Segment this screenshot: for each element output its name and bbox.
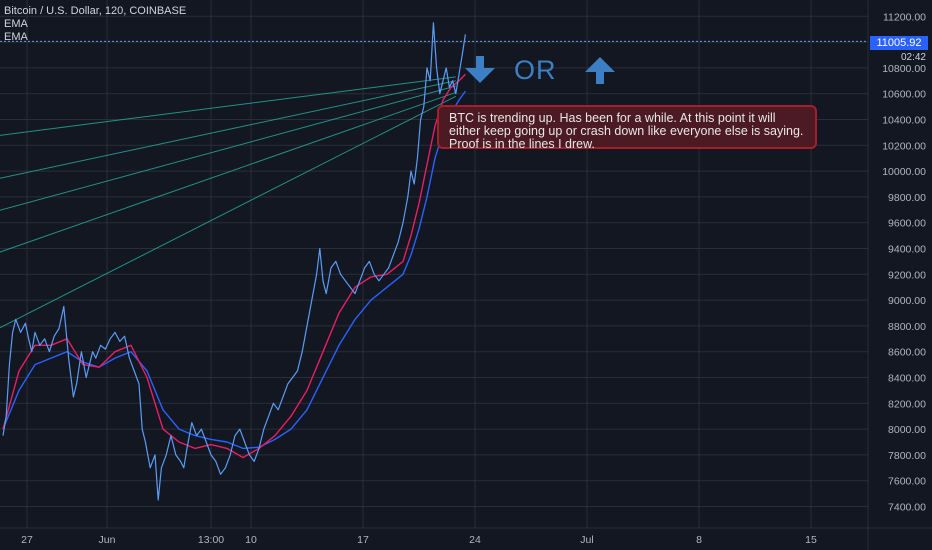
y-tick-label: 11200.00 [883,11,926,23]
fan-line [0,80,456,179]
y-tick-label: 10400.00 [882,115,926,127]
fan-line [0,95,457,329]
trend-fan-lines [0,76,457,329]
or-label: OR [514,55,557,85]
y-tick-label: 10000.00 [882,166,926,178]
y-tick-label: 9200.00 [888,269,926,281]
bar-countdown: 02:42 [876,51,928,64]
y-tick-label: 8400.00 [888,373,926,385]
chart-legend: Bitcoin / U.S. Dollar, 120, COINBASE EMA… [4,5,186,44]
fan-line [0,76,456,136]
y-tick-label: 9600.00 [888,218,926,230]
y-tick-label: 10600.00 [882,89,926,101]
y-tick-label: 8200.00 [888,398,926,410]
fan-line [0,91,456,253]
x-tick-label: 24 [469,534,481,546]
ema-fast-label[interactable]: EMA [4,18,28,30]
x-tick-label: 27 [21,534,33,546]
x-tick-label: 13:00 [198,534,224,546]
fan-line [0,85,456,211]
ema-slow-label[interactable]: EMA [4,31,28,43]
time-axis[interactable]: 27 Jun 13:00 10 17 24 Jul 8 15 [21,534,817,546]
y-tick-label: 10200.00 [882,140,926,152]
x-tick-label: Jun [99,534,116,546]
x-tick-label: Jul [580,534,593,546]
x-tick-label: 8 [696,534,702,546]
y-tick-label: 9800.00 [888,192,926,204]
y-tick-label: 9000.00 [888,295,926,307]
arrow-up-icon [585,57,615,84]
ema-fast-line [2,73,466,459]
y-tick-label: 7400.00 [888,502,926,514]
arrow-down-icon [465,56,495,83]
y-tick-label: 8800.00 [888,321,926,333]
y-tick-label: 7800.00 [888,450,926,462]
chart-series [2,22,466,501]
x-tick-label: 17 [357,534,369,546]
x-tick-label: 15 [805,534,817,546]
y-tick-label: 10800.00 [882,63,926,75]
price-axis[interactable]: 7400.00 7600.00 7800.00 8000.00 8200.00 8400.… [882,11,926,513]
symbol-title[interactable]: Bitcoin / U.S. Dollar, 120, COINBASE [4,5,187,17]
y-tick-label: 7600.00 [888,476,926,488]
annotation-callout[interactable]: BTC is trending up. Has been for a while… [437,105,817,151]
ema-slow-line [2,90,466,450]
last-price-label: 11005.92 [870,36,928,50]
y-tick-label: 8600.00 [888,347,926,359]
y-tick-label: 9400.00 [888,244,926,256]
y-tick-label: 8000.00 [888,424,926,436]
annotation-text: BTC is trending up. Has been for a while… [449,111,804,151]
x-tick-label: 10 [245,534,257,546]
price-line [2,22,466,501]
